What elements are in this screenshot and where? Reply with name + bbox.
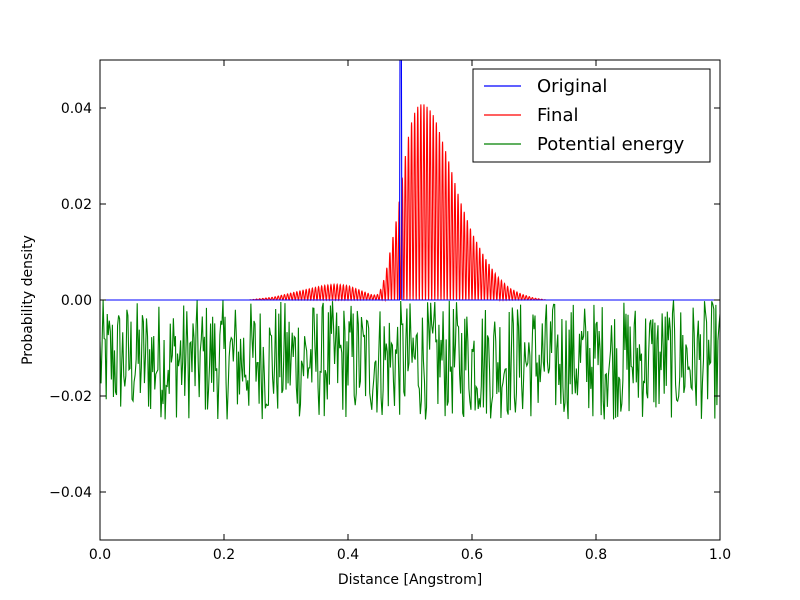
- x-tick-label: 0.4: [337, 547, 359, 563]
- plot-frame: [99, 59, 721, 541]
- legend-entry-original: Original: [537, 76, 607, 97]
- y-tick-label: 0.04: [61, 101, 92, 117]
- x-tick-label: 0.8: [585, 547, 607, 563]
- series-layer: [100, 60, 720, 420]
- x-axis-label: Distance [Angstrom]: [338, 572, 482, 588]
- x-tick-label: 0.2: [213, 547, 235, 563]
- y-tick-label: 0.00: [61, 293, 92, 309]
- y-axis-label: Probability density: [20, 235, 36, 365]
- legend: Original Final Potential energy: [472, 68, 711, 163]
- y-tick-label: −0.04: [49, 485, 92, 501]
- y-tick-label: −0.02: [49, 389, 92, 405]
- x-tick-label: 0.0: [89, 547, 111, 563]
- x-tick-label: 1.0: [709, 547, 731, 563]
- series-original-line: [100, 60, 720, 301]
- y-tick-label: 0.02: [61, 197, 92, 213]
- series-potential-energy-line: [100, 300, 720, 420]
- axes-layer: 0.0 0.2 0.4 0.6 0.8 1.0 −0.04 −0.02 0.00 0.02 0.04: [49, 60, 731, 563]
- legend-entry-final: Final: [537, 105, 578, 126]
- legend-entry-potential-energy: Potential energy: [537, 134, 685, 155]
- x-tick-label: 0.6: [461, 547, 483, 563]
